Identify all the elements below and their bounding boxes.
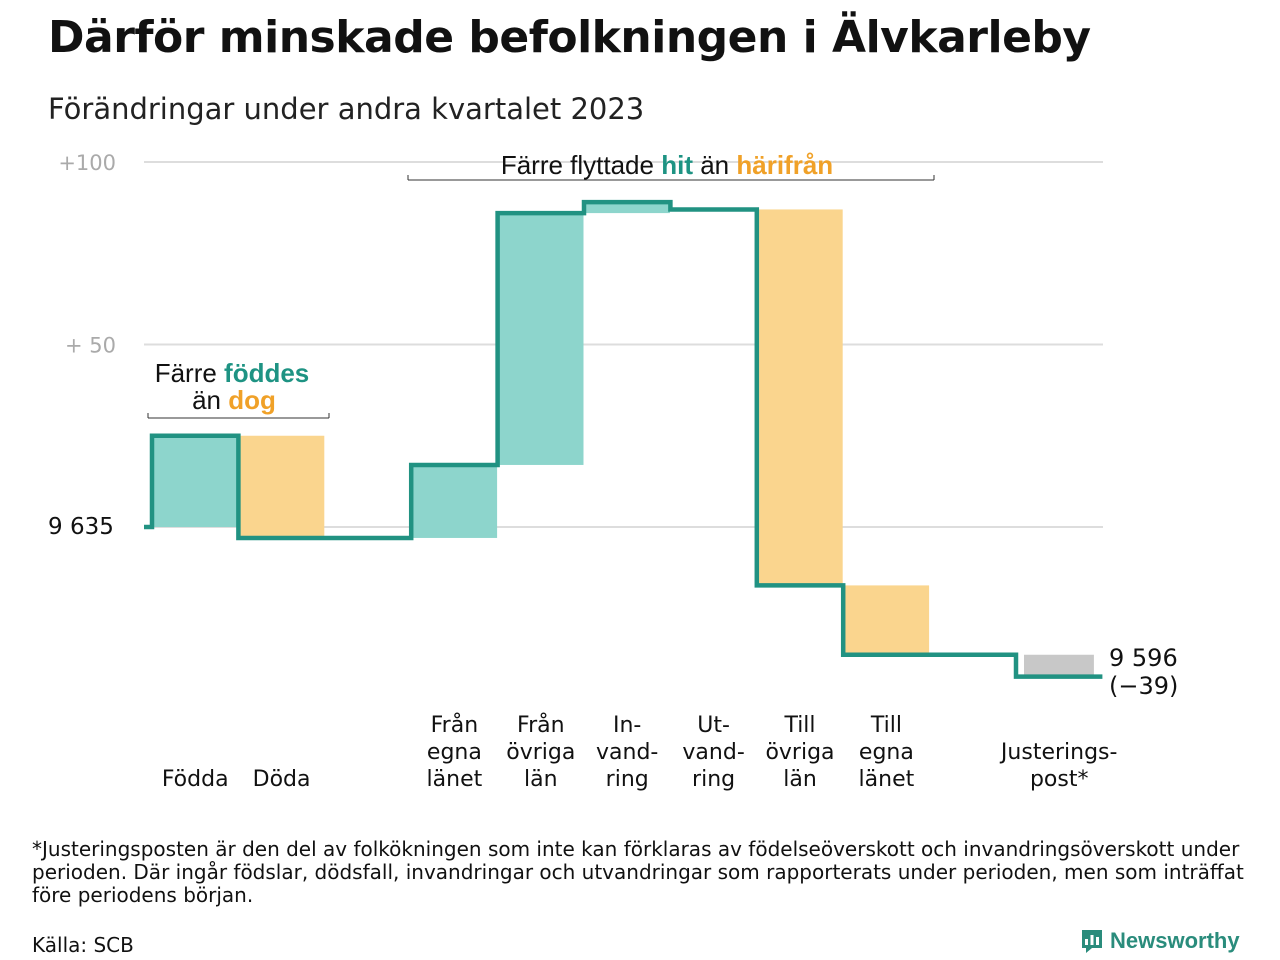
bar bbox=[497, 213, 584, 465]
annotation-part: än bbox=[693, 150, 736, 180]
annotation-part: härifrån bbox=[736, 150, 833, 180]
annotation-part: Färre flyttade bbox=[501, 150, 661, 180]
category-label: övriga bbox=[765, 740, 834, 765]
annotation-part: föddes bbox=[224, 358, 309, 388]
y-tick-label: + 50 bbox=[65, 334, 116, 358]
newsworthy-chart-icon bbox=[1082, 930, 1102, 953]
page-title: Därför minskade befolkningen i Älvkarleb… bbox=[48, 12, 1091, 63]
population-step-line bbox=[144, 199, 1103, 679]
footnote: *Justeringsposten är den del av folkökni… bbox=[32, 837, 1244, 907]
annotation-part: än bbox=[192, 385, 228, 415]
category-label: Till bbox=[783, 713, 815, 738]
end-change-label: (−39) bbox=[1109, 672, 1178, 700]
bar bbox=[843, 585, 930, 655]
annotation-part: Färre bbox=[155, 358, 224, 388]
category-label: egna bbox=[859, 740, 914, 765]
newsworthy-logo: Newsworthy bbox=[1080, 928, 1240, 954]
page-subtitle: Förändringar under andra kvartalet 2023 bbox=[48, 92, 645, 126]
annotation-part: dog bbox=[228, 385, 276, 415]
annotation-deaths-text: än dog bbox=[192, 385, 276, 415]
category-label: Ut- bbox=[697, 713, 730, 738]
category-label: Från bbox=[517, 712, 565, 738]
end-value-label: 9 596 bbox=[1109, 644, 1178, 672]
category-label: egna bbox=[427, 740, 482, 765]
start-value-label: 9 635 bbox=[48, 514, 114, 540]
category-label: Justerings- bbox=[999, 740, 1118, 765]
category-label: Döda bbox=[253, 767, 311, 792]
y-tick-label: +100 bbox=[58, 151, 116, 175]
category-label: Födda bbox=[162, 767, 229, 792]
bar bbox=[411, 464, 498, 538]
category-label: Till bbox=[870, 713, 902, 738]
category-label: Från bbox=[431, 712, 479, 738]
category-label: vand- bbox=[596, 740, 658, 765]
bar bbox=[756, 209, 843, 586]
logo-text: Newsworthy bbox=[1110, 928, 1240, 953]
category-label: länet bbox=[427, 767, 483, 792]
annotation-births-text: Färre föddes bbox=[155, 358, 310, 388]
category-label: vand- bbox=[682, 740, 744, 765]
bar bbox=[584, 202, 670, 214]
category-label: länet bbox=[859, 767, 915, 792]
category-label: In- bbox=[613, 713, 641, 738]
annotation-migration-text: Färre flyttade hit än härifrån bbox=[501, 150, 833, 180]
category-label: ring bbox=[606, 767, 649, 792]
category-label: post* bbox=[1030, 767, 1089, 792]
bar bbox=[152, 435, 238, 527]
bar bbox=[1024, 654, 1094, 677]
category-label: län bbox=[524, 767, 558, 792]
source-label: Källa: SCB bbox=[32, 933, 134, 957]
bar bbox=[238, 435, 325, 538]
annotation-part: hit bbox=[661, 150, 693, 180]
category-label: ring bbox=[692, 767, 735, 792]
category-label: län bbox=[783, 767, 817, 792]
category-label: övriga bbox=[506, 740, 575, 765]
